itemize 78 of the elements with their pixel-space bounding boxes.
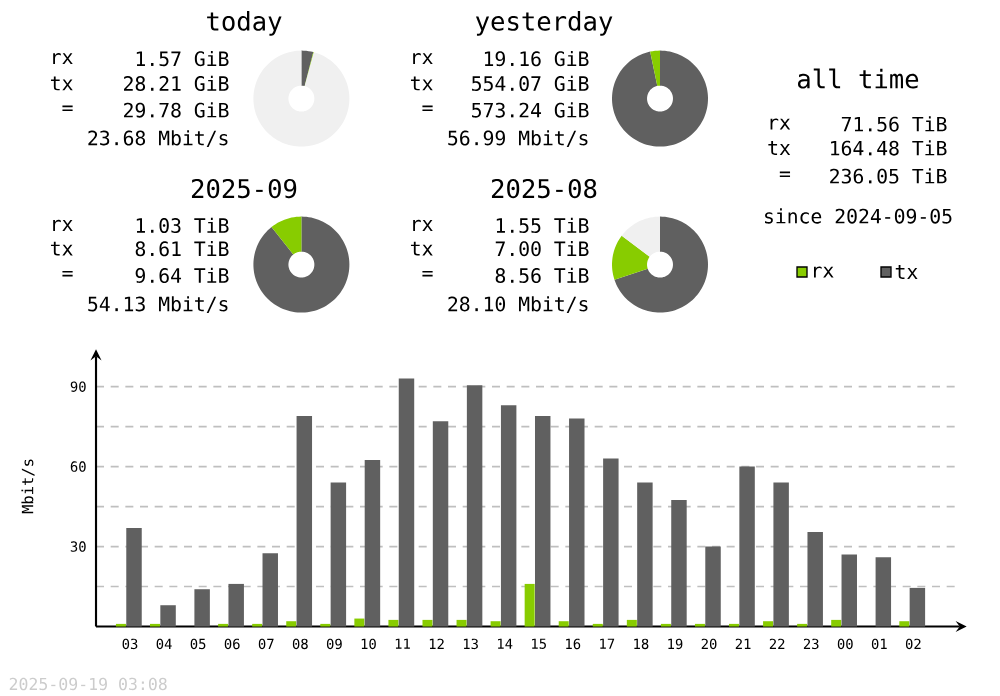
text: 23.68 Mbit/s [88, 130, 228, 147]
text: 1.57 GiB [136, 50, 229, 67]
bar [354, 618, 365, 627]
bar [398, 378, 415, 627]
bar [286, 621, 297, 627]
text: rx [413, 53, 433, 65]
text: 8.61 TiB [135, 240, 229, 257]
bar [126, 527, 142, 627]
text: = [422, 270, 433, 277]
text: 29.78 GiB [124, 102, 229, 118]
chart-title: today [207, 10, 282, 36]
bar [364, 459, 381, 627]
text: 236.05 TiB [830, 168, 947, 184]
bar [500, 405, 517, 627]
text: 28.21 GiB [124, 75, 229, 92]
bar [262, 553, 278, 627]
chart-title: 2025-09 [191, 178, 297, 199]
text: all time [798, 68, 919, 89]
bar [228, 583, 244, 627]
text: 554.07 GiB [472, 75, 589, 92]
text: tx [768, 141, 791, 155]
text: tx [410, 241, 433, 256]
text: 71.56 TiB [841, 116, 947, 132]
bar [490, 621, 501, 627]
bar [909, 587, 926, 627]
bar [705, 546, 721, 627]
bar [466, 385, 483, 627]
bar [831, 619, 842, 627]
text: 19.16 GiB [484, 50, 589, 67]
text: = [779, 171, 791, 178]
text: 28.10 Mbit/s [448, 296, 588, 313]
bar [388, 619, 399, 627]
bar [807, 531, 823, 627]
bar [841, 554, 857, 627]
text: rx [53, 219, 73, 231]
bar [739, 466, 755, 627]
bar [296, 415, 313, 627]
bar [422, 619, 433, 627]
bar [899, 621, 910, 627]
legend-label: tx [895, 265, 918, 279]
text: 7.00 TiB [495, 240, 589, 257]
bar [875, 557, 892, 627]
text: rx [53, 53, 73, 65]
bar [535, 415, 551, 627]
text: 1.03 TiB [136, 217, 229, 234]
text: = [62, 270, 73, 277]
bar [330, 482, 347, 627]
bar [558, 621, 569, 627]
bar [160, 605, 176, 627]
text: 8.56 TiB [495, 267, 589, 284]
chart-title: yesterday [475, 10, 613, 36]
bar [671, 499, 687, 627]
bar [194, 589, 210, 627]
bar [763, 621, 774, 627]
chart-title: 2025-08 [491, 178, 597, 199]
text: tx [410, 76, 433, 91]
text: 573.24 GiB [472, 102, 589, 118]
text: 56.99 Mbit/s [448, 130, 588, 147]
bar [524, 583, 535, 627]
text: 1.55 TiB [496, 217, 589, 234]
bar [603, 458, 619, 627]
legend-label: rx [814, 266, 834, 278]
text: = [62, 105, 73, 112]
text: 9.64 TiB [135, 267, 229, 284]
text: tx [50, 76, 73, 91]
text: rx [770, 118, 791, 130]
bar [637, 482, 653, 627]
bar [456, 619, 467, 627]
bar [773, 482, 789, 627]
text: rx [413, 219, 433, 231]
bar [432, 421, 449, 627]
text: tx [50, 241, 73, 256]
text: 164.48 TiB [831, 140, 947, 156]
text: since 2024-09-05 [765, 208, 952, 224]
text: = [422, 105, 433, 112]
bar [569, 418, 585, 627]
bar [626, 619, 637, 627]
text: 54.13 Mbit/s [88, 296, 228, 313]
